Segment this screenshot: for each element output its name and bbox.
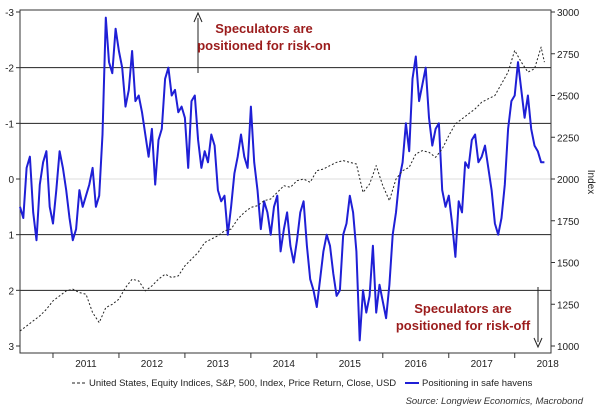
- x-tick-label: 2018: [537, 359, 560, 370]
- right-tick-label: 2750: [557, 50, 580, 61]
- right-tick-label: 3000: [557, 8, 580, 19]
- x-tick-label: 2016: [405, 359, 428, 370]
- x-tick-label: 2015: [339, 359, 362, 370]
- series-group: [19, 16, 545, 342]
- risk-on-arrow-head-icon: [193, 11, 203, 23]
- risk-off-arrow-head-icon: [533, 337, 543, 349]
- left-axis: -3 -2 -1 0 1 2 3: [5, 8, 20, 353]
- legend-positioning-label: Positioning in safe havens: [422, 378, 533, 389]
- x-tick-label: 2013: [207, 359, 230, 370]
- right-axis: 3000 2750 2500 2250 2000 1750 1500 1250 1000: [551, 8, 580, 353]
- gridlines: [20, 67, 551, 291]
- right-axis-label: Index: [585, 170, 596, 194]
- left-tick-label: -3: [5, 8, 14, 19]
- source-note: Source: Longview Economics, Macrobond: [406, 396, 584, 407]
- left-tick-label: 0: [8, 175, 14, 186]
- legend-sp500-label: United States, Equity Indices, S&P, 500,…: [89, 378, 396, 389]
- risk-on-annotation-line1: Speculators are: [215, 21, 313, 36]
- left-tick-label: 3: [8, 342, 14, 353]
- plot-frame: [19, 9, 552, 354]
- risk-off-annotation-line2: positioned for risk-off: [396, 318, 531, 333]
- risk-off-annotation-line1: Speculators are: [414, 301, 512, 316]
- series-line-sp500: [19, 46, 545, 332]
- left-tick-label: 2: [8, 286, 14, 297]
- right-tick-label: 2500: [557, 92, 580, 103]
- x-axis: 2011 2012 2013 2014 2015 2016 2017 2018: [52, 353, 560, 370]
- right-tick-label: 1000: [557, 342, 580, 353]
- right-tick-label: 2000: [557, 175, 580, 186]
- left-tick-label: 1: [8, 231, 14, 242]
- right-tick-label: 2250: [557, 133, 580, 144]
- x-tick-label: 2014: [273, 359, 296, 370]
- x-tick-label: 2011: [75, 359, 97, 370]
- x-tick-label: 2012: [141, 359, 164, 370]
- right-tick-label: 1250: [557, 300, 580, 311]
- right-tick-label: 1750: [557, 217, 580, 228]
- risk-on-annotation-line2: positioned for risk-on: [197, 38, 331, 53]
- series-line-positioning: [19, 16, 545, 342]
- right-tick-label: 1500: [557, 259, 580, 270]
- left-tick-label: -2: [5, 64, 14, 75]
- x-tick-label: 2017: [471, 359, 494, 370]
- left-tick-label: -1: [5, 119, 14, 130]
